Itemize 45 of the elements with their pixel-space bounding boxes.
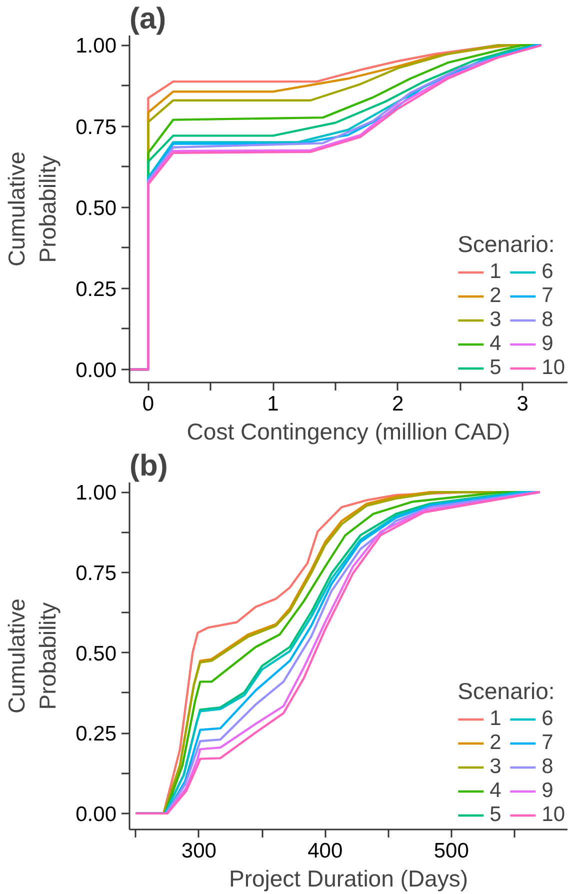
legend-label: 5 xyxy=(490,803,502,827)
legend-title: Scenario: xyxy=(458,231,556,258)
x-tick-label: 1 xyxy=(267,392,279,416)
legend-label: 1 xyxy=(490,260,502,284)
legend-label: 1 xyxy=(490,707,502,731)
legend-label: 2 xyxy=(490,284,502,308)
legend-label: 9 xyxy=(542,779,554,803)
legend-label: 3 xyxy=(490,755,502,779)
legend-title: Scenario: xyxy=(458,678,556,705)
y-tick-label: 0.25 xyxy=(76,722,117,746)
y-tick-label: 0.00 xyxy=(76,359,117,382)
legend-label: 10 xyxy=(542,803,565,827)
y-tick-label: 0.50 xyxy=(76,642,117,666)
legend-label: 9 xyxy=(542,332,554,356)
y-tick-label: 0.00 xyxy=(76,802,117,826)
chart-title: (a) xyxy=(130,2,166,36)
x-axis-title: Cost Contingency (million CAD) xyxy=(186,418,510,444)
chart-title: (b) xyxy=(130,450,168,482)
y-axis-title: Cumulative Probability xyxy=(3,151,61,267)
legend-label: 7 xyxy=(542,284,554,308)
legend-label: 6 xyxy=(542,707,554,731)
legend-label: 8 xyxy=(542,308,554,332)
y-tick-label: 0.75 xyxy=(76,116,117,139)
legend-label: 4 xyxy=(490,779,502,803)
legend-label: 5 xyxy=(490,356,502,380)
y-tick-label: 0.75 xyxy=(76,562,117,585)
legend-label: 10 xyxy=(542,356,565,380)
y-tick-label: 0.50 xyxy=(76,196,117,220)
y-axis-title: Cumulative Probability xyxy=(3,598,61,714)
legend-label: 4 xyxy=(490,332,502,356)
x-tick-label: 0 xyxy=(142,392,154,416)
x-tick-label: 2 xyxy=(392,392,404,416)
legend-label: 7 xyxy=(542,731,554,755)
legend-label: 3 xyxy=(490,308,502,332)
x-tick-label: 300 xyxy=(181,840,216,862)
legend-label: 8 xyxy=(542,755,554,779)
y-tick-label: 1.00 xyxy=(76,34,117,58)
x-tick-label: 3 xyxy=(516,392,528,416)
legend-label: 6 xyxy=(542,260,554,284)
x-axis-title: Project Duration (Days) xyxy=(228,866,468,892)
y-tick-label: 0.25 xyxy=(76,278,117,301)
x-tick-label: 400 xyxy=(308,840,343,862)
legend-label: 2 xyxy=(490,731,502,755)
x-tick-label: 500 xyxy=(434,840,469,862)
y-tick-label: 1.00 xyxy=(76,482,117,505)
